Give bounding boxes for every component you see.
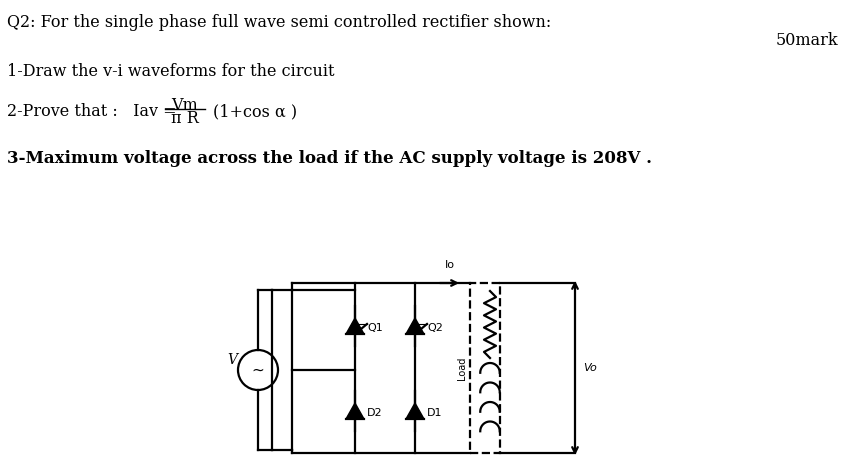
Text: 50mark: 50mark xyxy=(775,32,837,49)
Text: D1: D1 xyxy=(426,408,442,418)
Polygon shape xyxy=(345,403,364,419)
Polygon shape xyxy=(405,318,424,334)
Text: (1+cos α ): (1+cos α ) xyxy=(213,103,297,120)
Text: ~: ~ xyxy=(252,363,264,378)
Text: V: V xyxy=(227,353,236,367)
Bar xyxy=(469,283,500,453)
Text: Io: Io xyxy=(445,260,454,270)
Text: Q2: For the single phase full wave semi controlled rectifier shown:: Q2: For the single phase full wave semi … xyxy=(7,14,550,31)
Text: Load: Load xyxy=(457,356,467,380)
Text: D2: D2 xyxy=(366,408,382,418)
Text: Vo: Vo xyxy=(582,363,596,373)
Polygon shape xyxy=(405,403,424,419)
Text: 2-Prove that :   Iav =: 2-Prove that : Iav = xyxy=(7,103,176,120)
Text: Q2: Q2 xyxy=(426,323,442,333)
Text: Vm: Vm xyxy=(171,97,198,114)
Text: π R: π R xyxy=(170,110,198,127)
Text: 1-Draw the v-i waveforms for the circuit: 1-Draw the v-i waveforms for the circuit xyxy=(7,63,334,80)
Polygon shape xyxy=(345,318,364,334)
Text: 3-Maximum voltage across the load if the AC supply voltage is 208V .: 3-Maximum voltage across the load if the… xyxy=(7,150,652,167)
Text: Q1: Q1 xyxy=(366,323,382,333)
